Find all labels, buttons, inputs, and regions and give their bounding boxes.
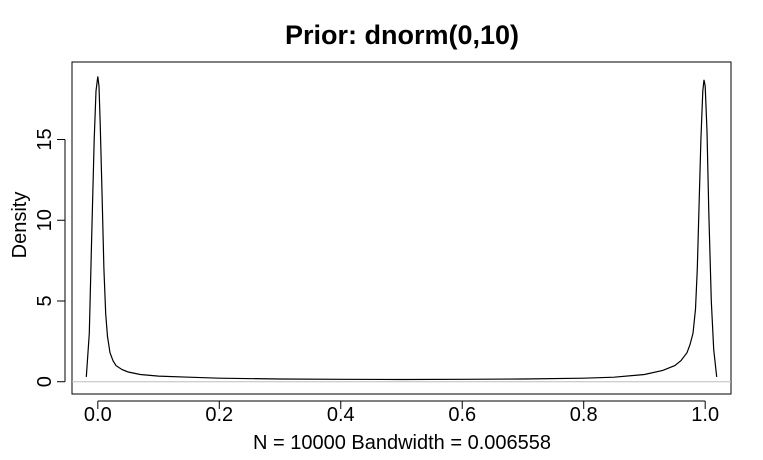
y-tick-label: 15 [34, 128, 56, 150]
x-tick-label: 0.4 [327, 404, 355, 426]
y-tick-label: 10 [34, 209, 56, 231]
x-axis-label: N = 10000 Bandwidth = 0.006558 [253, 432, 551, 454]
chart-title: Prior: dnorm(0,10) [285, 20, 519, 50]
y-axis: 0 5 10 15 [34, 128, 66, 387]
x-axis: 0.0 0.2 0.4 0.6 0.8 1.0 [84, 400, 719, 426]
y-tick-label: 0 [34, 376, 56, 387]
x-tick-label: 1.0 [691, 404, 719, 426]
x-tick-label: 0.0 [84, 404, 112, 426]
plot-box [71, 61, 732, 395]
y-axis-label: Density [9, 192, 31, 259]
x-tick-label: 0.8 [570, 404, 598, 426]
x-tick-label: 0.2 [205, 404, 233, 426]
x-tick-label: 0.6 [448, 404, 476, 426]
y-tick-label: 5 [34, 295, 56, 306]
density-line [85, 76, 718, 381]
